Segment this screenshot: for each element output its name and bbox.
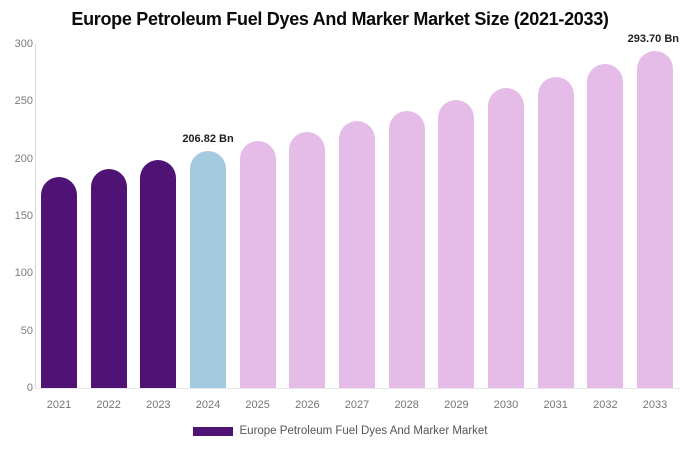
legend: Europe Petroleum Fuel Dyes And Marker Ma… xyxy=(0,425,680,437)
x-axis-label-2028: 2028 xyxy=(394,399,419,411)
x-axis-label-2033: 2033 xyxy=(642,399,668,411)
x-axis-label-2025: 2025 xyxy=(245,399,270,411)
x-axis-label-2031: 2031 xyxy=(543,399,568,411)
x-axis-label-2023: 2023 xyxy=(146,399,171,411)
x-axis-label-2030: 2030 xyxy=(493,399,519,411)
bar-2029 xyxy=(438,99,475,388)
legend-label: Europe Petroleum Fuel Dyes And Marker Ma… xyxy=(239,425,488,437)
y-tick-label: 100 xyxy=(14,267,33,280)
x-axis-label-2022: 2022 xyxy=(96,399,121,411)
y-tick-label: 300 xyxy=(14,38,33,50)
bar-2033 xyxy=(637,51,674,388)
bar-2032 xyxy=(587,64,624,388)
y-tick-label: 250 xyxy=(14,95,33,108)
bar-2022 xyxy=(90,168,127,388)
value-label-2024: 206.82 Bn xyxy=(182,132,234,145)
x-axis-label-2021: 2021 xyxy=(46,399,72,411)
x-axis-line xyxy=(35,388,680,389)
x-axis-label-2024: 2024 xyxy=(195,399,221,411)
value-label-2033: 293.70 Bn xyxy=(627,33,679,46)
bar-2023 xyxy=(140,159,177,388)
bar-2031 xyxy=(537,76,574,388)
bar-2027 xyxy=(339,121,376,388)
y-tick-label: 150 xyxy=(14,210,33,222)
y-tick-label: 200 xyxy=(14,152,33,165)
bar-2025 xyxy=(239,141,276,388)
y-axis-line xyxy=(35,44,36,389)
y-tick-label: 0 xyxy=(26,382,33,394)
y-tick-label: 50 xyxy=(20,324,33,337)
x-axis-label-2027: 2027 xyxy=(344,399,370,411)
bar-2030 xyxy=(488,88,525,388)
x-axis-label-2026: 2026 xyxy=(295,399,320,411)
bar-2028 xyxy=(388,110,425,388)
bar-2026 xyxy=(289,131,326,388)
bar-2021 xyxy=(41,177,77,388)
bar-2024 xyxy=(190,150,226,388)
x-axis-label-2032: 2032 xyxy=(593,399,618,411)
x-axis-label-2029: 2029 xyxy=(444,399,469,411)
legend-swatch xyxy=(192,426,233,436)
chart-title: Europe Petroleum Fuel Dyes And Marker Ma… xyxy=(71,9,609,29)
